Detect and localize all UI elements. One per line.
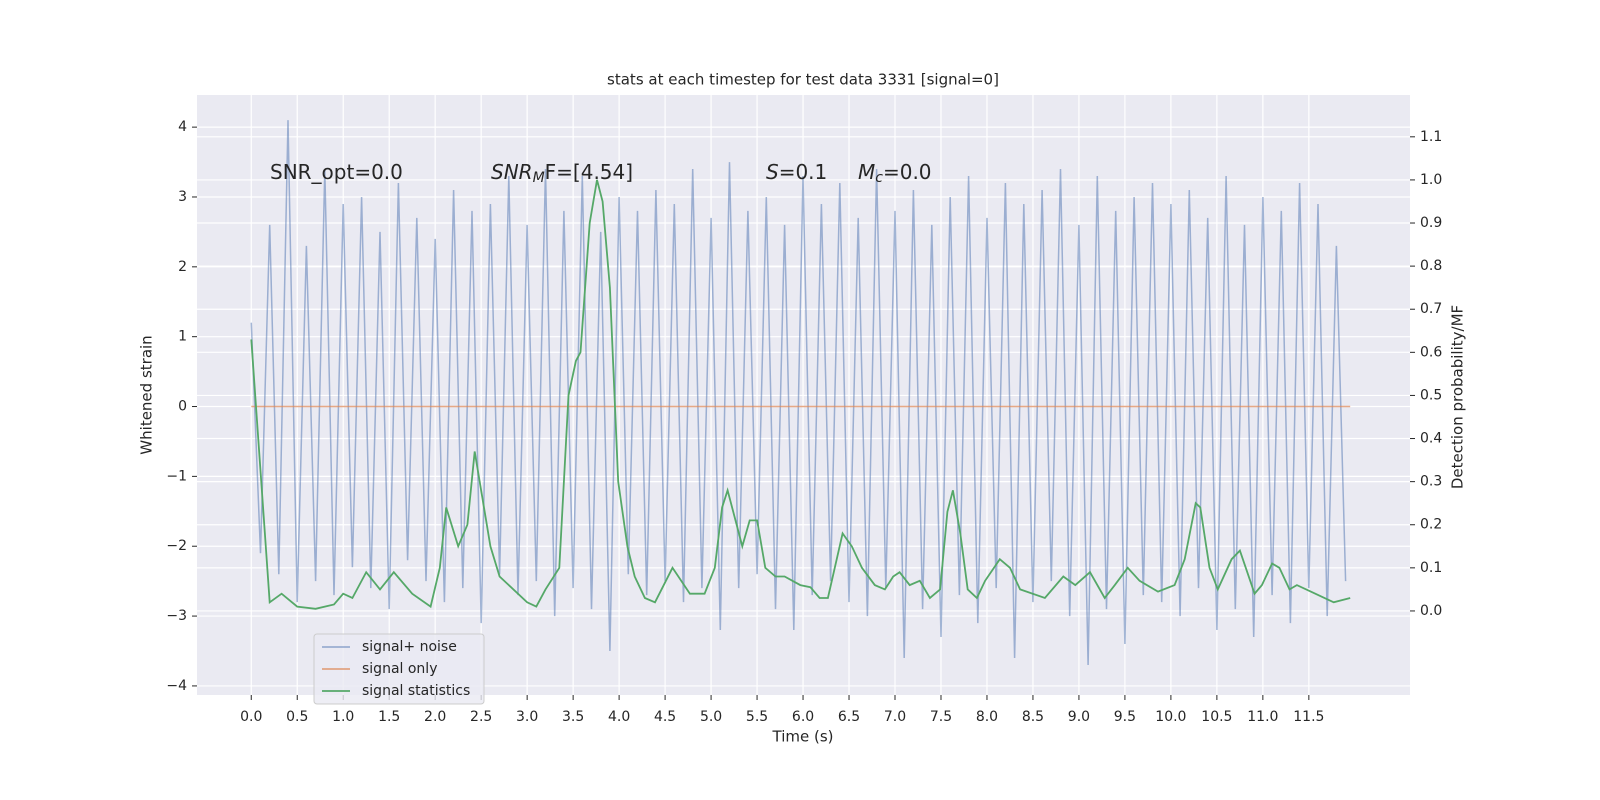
x-tick-label: 4.0 bbox=[608, 709, 630, 725]
annotation-part: S bbox=[766, 160, 779, 184]
x-tick-label: 6.0 bbox=[792, 709, 814, 725]
y2-axis-label: Detection probability/MF bbox=[1449, 305, 1467, 489]
x-tick-label: 9.5 bbox=[1114, 709, 1136, 725]
x-tick-label: 6.5 bbox=[838, 709, 860, 725]
annotation-part: F=[4.54] bbox=[545, 160, 633, 184]
y2-tick-label: 1.1 bbox=[1420, 129, 1442, 145]
x-tick-label: 11.5 bbox=[1293, 709, 1324, 725]
y2-tick-label: 0.6 bbox=[1420, 344, 1442, 360]
legend-box bbox=[313, 633, 485, 705]
annotation-part: M bbox=[533, 170, 545, 186]
x-tick-label: 11.0 bbox=[1247, 709, 1278, 725]
y2-tick-label: 1.0 bbox=[1420, 172, 1442, 188]
annotation: SNR_opt=0.0 bbox=[270, 160, 403, 184]
x-tick-label: 5.0 bbox=[700, 709, 722, 725]
y-tick-label: 0 bbox=[178, 399, 187, 415]
y-tick-label: −3 bbox=[166, 608, 187, 624]
y-tick-label: −4 bbox=[166, 678, 187, 694]
legend-label: signal only bbox=[362, 661, 437, 677]
marks bbox=[250, 120, 1351, 666]
grid bbox=[197, 95, 1410, 695]
x-tick-label: 9.0 bbox=[1068, 709, 1090, 725]
x-tick-label: 0.5 bbox=[286, 709, 308, 725]
y2-tick-label: 0.1 bbox=[1420, 560, 1442, 576]
y2-tick-label: 0.8 bbox=[1420, 258, 1442, 274]
series-line bbox=[250, 179, 1351, 610]
y2-tick-label: 0.0 bbox=[1420, 603, 1442, 619]
annotation-part: SNR_opt=0.0 bbox=[270, 160, 403, 184]
chart-title: stats at each timestep for test data 333… bbox=[607, 71, 999, 89]
annotation-part: =0.0 bbox=[883, 160, 932, 184]
y-tick-label: −1 bbox=[166, 468, 187, 484]
annotation: Mc=0.0 bbox=[858, 160, 932, 187]
x-tick-label: 7.5 bbox=[930, 709, 952, 725]
x-tick-label: 4.5 bbox=[654, 709, 676, 725]
y2-tick-label: 0.5 bbox=[1420, 387, 1442, 403]
y-tick-label: 2 bbox=[178, 259, 187, 275]
y2-tick-label: 0.3 bbox=[1420, 474, 1442, 490]
legend-label: signal+ noise bbox=[362, 639, 457, 655]
legend: signal+ noise signal only signal statistic… bbox=[313, 633, 485, 705]
annotation-part: M bbox=[858, 160, 875, 184]
x-tick-label: 7.0 bbox=[884, 709, 906, 725]
y-tick-label: 4 bbox=[178, 119, 187, 135]
y-axis-label: Whitened strain bbox=[138, 335, 156, 454]
y2-tick-label: 0.2 bbox=[1420, 517, 1442, 533]
x-tick-label: 3.5 bbox=[562, 709, 584, 725]
y2-tick-label: 0.7 bbox=[1420, 301, 1442, 317]
legend-label: signal statistics bbox=[362, 683, 470, 699]
x-tick-label: 8.5 bbox=[1022, 709, 1044, 725]
annotation-part: =0.1 bbox=[779, 160, 828, 184]
x-tick-label: 0.0 bbox=[240, 709, 262, 725]
x-tick-label: 8.0 bbox=[976, 709, 998, 725]
series-line bbox=[250, 120, 1347, 666]
x-tick-label: 10.5 bbox=[1201, 709, 1232, 725]
annotation: S=0.1 bbox=[766, 160, 827, 184]
annotation: SNRMF=[4.54] bbox=[491, 160, 633, 187]
x-tick-label: 3.0 bbox=[516, 709, 538, 725]
x-tick-label: 2.0 bbox=[424, 709, 446, 725]
y2-tick-label: 0.9 bbox=[1420, 215, 1442, 231]
y-tick-label: 1 bbox=[178, 329, 187, 345]
y2-tick-label: 0.4 bbox=[1420, 431, 1442, 447]
x-tick-label: 5.5 bbox=[746, 709, 768, 725]
x-tick-label: 1.5 bbox=[378, 709, 400, 725]
x-tick-label: 2.5 bbox=[470, 709, 492, 725]
x-tick-label: 10.0 bbox=[1155, 709, 1186, 725]
annotation-part: SNR bbox=[491, 160, 533, 184]
y-tick-label: 3 bbox=[178, 189, 187, 205]
annotation-part: c bbox=[875, 170, 883, 186]
x-tick-label: 1.0 bbox=[332, 709, 354, 725]
x-axis-label: Time (s) bbox=[772, 728, 834, 746]
y-tick-label: −2 bbox=[166, 538, 187, 554]
